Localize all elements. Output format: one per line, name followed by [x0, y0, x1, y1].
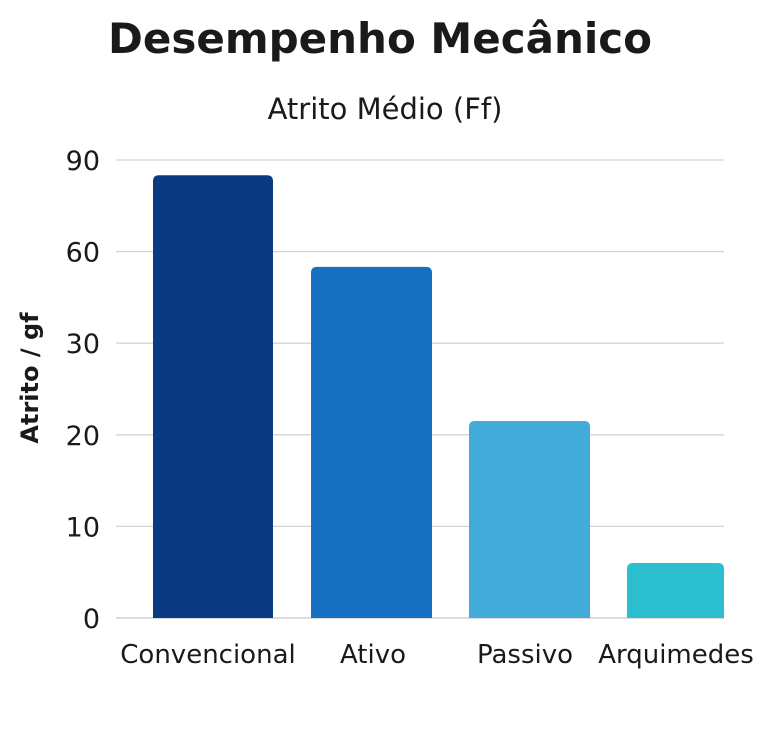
chart-title: Desempenho Mecânico	[108, 14, 652, 63]
x-category-label: Arquimedes	[598, 640, 754, 670]
y-tick-label: 60	[66, 238, 100, 269]
y-tick-label: 20	[66, 421, 100, 452]
y-tick-label: 10	[66, 512, 100, 543]
chart-subtitle: Atrito Médio (Ff)	[267, 92, 503, 126]
x-category-label: Convencional	[120, 640, 295, 670]
y-tick-label: 90	[66, 146, 100, 177]
y-axis-ticks: 0 10 20 30 60 90	[66, 146, 100, 635]
x-category-label: Ativo	[340, 640, 406, 670]
bar-arquimedes	[627, 563, 724, 618]
x-category-label: Passivo	[477, 640, 573, 670]
y-tick-label: 0	[83, 604, 100, 635]
bar-ativo	[311, 266, 432, 618]
bar-convencional	[153, 175, 273, 618]
y-axis-label: Atrito / gf	[16, 312, 44, 444]
y-tick-label: 30	[66, 329, 100, 360]
bars	[153, 175, 724, 618]
x-axis-categories: Convencional Ativo Passivo Arquimedes	[120, 640, 754, 670]
bar-passivo	[469, 421, 590, 618]
